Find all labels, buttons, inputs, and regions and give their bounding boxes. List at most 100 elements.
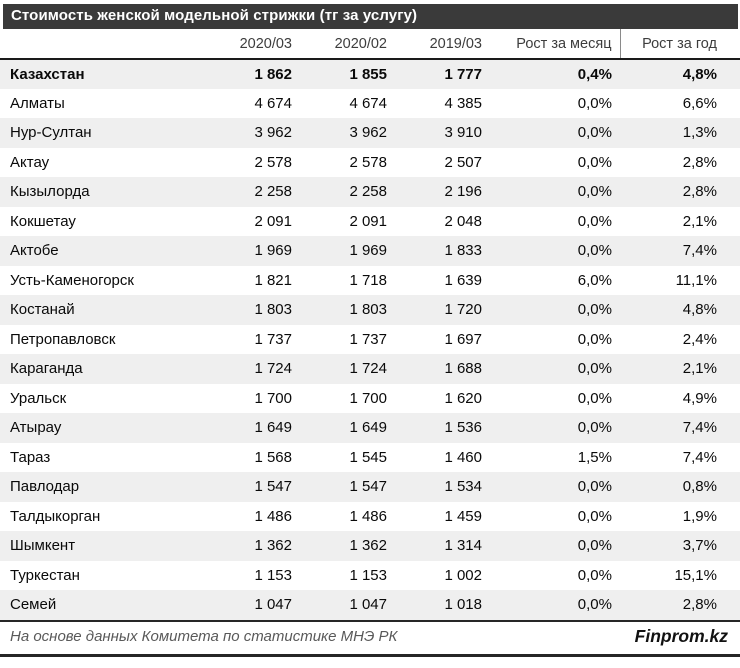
value-2020-02: 1 737	[349, 330, 387, 348]
growth-year: 7,4%	[682, 242, 717, 260]
price-table: 2020/03 2020/02 2019/03 Рост за месяц Ро…	[0, 29, 740, 620]
value-2020-02: 1 700	[349, 389, 387, 407]
price-report: Стоимость женской модельной стрижки (тг …	[0, 4, 740, 668]
growth-month: 0,0%	[577, 301, 612, 319]
value-2019-03: 1 639	[444, 271, 482, 289]
growth-year: 2,8%	[682, 153, 717, 171]
value-2019-03: 4 385	[444, 94, 482, 112]
growth-month: 0,0%	[577, 183, 612, 201]
value-2019-03: 1 688	[444, 360, 482, 378]
value-2020-02: 1 969	[349, 242, 387, 260]
value-2020-03: 4 674	[254, 94, 292, 112]
value-2020-02: 2 578	[349, 153, 387, 171]
col-header-city	[0, 29, 212, 60]
value-2020-02: 1 547	[349, 478, 387, 496]
table-row: Талдыкорган 1 486 1 486 1 459 0,0% 1,9%	[0, 502, 740, 532]
growth-year: 0,8%	[682, 478, 717, 496]
value-2020-03: 1 153	[254, 566, 292, 584]
table-body: Казахстан 1 862 1 855 1 777 0,4% 4,8% Ал…	[0, 59, 740, 620]
city-name: Нур-Султан	[10, 124, 92, 142]
growth-year: 6,6%	[682, 94, 717, 112]
growth-year: 1,3%	[682, 124, 717, 142]
value-2020-03: 1 047	[254, 596, 292, 614]
value-2020-03: 1 737	[254, 330, 292, 348]
city-name: Талдыкорган	[10, 507, 101, 525]
city-name: Уральск	[10, 389, 67, 407]
value-2019-03: 1 460	[444, 448, 482, 466]
city-name: Петропавловск	[10, 330, 116, 348]
value-2019-03: 3 910	[444, 124, 482, 142]
city-name: Актобе	[10, 242, 59, 260]
value-2019-03: 1 620	[444, 389, 482, 407]
value-2020-02: 3 962	[349, 124, 387, 142]
table-row: Караганда 1 724 1 724 1 688 0,0% 2,1%	[0, 354, 740, 384]
city-name: Атырау	[10, 419, 62, 437]
value-2020-02: 1 153	[349, 566, 387, 584]
value-2019-03: 1 314	[444, 537, 482, 555]
growth-year: 2,1%	[682, 212, 717, 230]
col-header-2020-02: 2020/02	[300, 29, 395, 60]
value-2019-03: 1 002	[444, 566, 482, 584]
value-2020-03: 3 962	[254, 124, 292, 142]
growth-year: 4,9%	[682, 389, 717, 407]
table-row: Тараз 1 568 1 545 1 460 1,5% 7,4%	[0, 443, 740, 473]
growth-year: 2,4%	[682, 330, 717, 348]
growth-month: 0,0%	[577, 330, 612, 348]
city-name: Семей	[10, 596, 57, 614]
table-row: Казахстан 1 862 1 855 1 777 0,4% 4,8%	[0, 59, 740, 89]
value-2020-03: 2 091	[254, 212, 292, 230]
value-2020-02: 1 545	[349, 448, 387, 466]
value-2020-02: 2 258	[349, 183, 387, 201]
growth-year: 1,9%	[682, 507, 717, 525]
value-2019-03: 2 507	[444, 153, 482, 171]
value-2020-03: 1 547	[254, 478, 292, 496]
value-2020-03: 1 362	[254, 537, 292, 555]
table-row: Туркестан 1 153 1 153 1 002 0,0% 15,1%	[0, 561, 740, 591]
value-2020-03: 1 862	[254, 65, 292, 83]
table-row: Петропавловск 1 737 1 737 1 697 0,0% 2,4…	[0, 325, 740, 355]
value-2019-03: 2 048	[444, 212, 482, 230]
city-name: Караганда	[10, 360, 83, 378]
growth-year: 2,8%	[682, 596, 717, 614]
value-2020-03: 1 821	[254, 271, 292, 289]
growth-year: 3,7%	[682, 537, 717, 555]
growth-year: 15,1%	[674, 566, 717, 584]
growth-month: 0,4%	[577, 65, 612, 83]
growth-month: 0,0%	[577, 94, 612, 112]
value-2019-03: 1 833	[444, 242, 482, 260]
growth-month: 0,0%	[577, 153, 612, 171]
table-row: Алматы 4 674 4 674 4 385 0,0% 6,6%	[0, 89, 740, 119]
growth-year: 4,8%	[682, 301, 717, 319]
growth-year: 2,8%	[682, 183, 717, 201]
table-row: Атырау 1 649 1 649 1 536 0,0% 7,4%	[0, 413, 740, 443]
table-row: Кокшетау 2 091 2 091 2 048 0,0% 2,1%	[0, 207, 740, 237]
value-2020-03: 2 258	[254, 183, 292, 201]
growth-month: 0,0%	[577, 242, 612, 260]
table-row: Кызылорда 2 258 2 258 2 196 0,0% 2,8%	[0, 177, 740, 207]
growth-year: 7,4%	[682, 448, 717, 466]
city-name: Костанай	[10, 301, 75, 319]
growth-year: 2,1%	[682, 360, 717, 378]
value-2020-02: 1 486	[349, 507, 387, 525]
table-row: Шымкент 1 362 1 362 1 314 0,0% 3,7%	[0, 531, 740, 561]
table-row: Актобе 1 969 1 969 1 833 0,0% 7,4%	[0, 236, 740, 266]
value-2020-03: 1 969	[254, 242, 292, 260]
value-2020-02: 2 091	[349, 212, 387, 230]
growth-month: 0,0%	[577, 124, 612, 142]
value-2020-02: 1 855	[349, 65, 387, 83]
table-row: Костанай 1 803 1 803 1 720 0,0% 4,8%	[0, 295, 740, 325]
value-2020-03: 1 486	[254, 507, 292, 525]
value-2020-02: 4 674	[349, 94, 387, 112]
value-2020-02: 1 718	[349, 271, 387, 289]
city-name: Кызылорда	[10, 183, 90, 201]
value-2019-03: 1 018	[444, 596, 482, 614]
header-row: 2020/03 2020/02 2019/03 Рост за месяц Ро…	[0, 29, 740, 60]
city-name: Туркестан	[10, 566, 80, 584]
value-2019-03: 1 536	[444, 419, 482, 437]
col-header-month-growth: Рост за месяц	[490, 29, 621, 60]
growth-month: 1,5%	[577, 448, 612, 466]
value-2019-03: 1 459	[444, 507, 482, 525]
col-header-2019-03: 2019/03	[395, 29, 490, 60]
value-2020-03: 1 649	[254, 419, 292, 437]
growth-month: 0,0%	[577, 507, 612, 525]
